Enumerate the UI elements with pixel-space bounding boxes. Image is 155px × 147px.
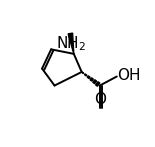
Text: NH$_2$: NH$_2$: [56, 35, 87, 53]
Text: OH: OH: [117, 69, 141, 83]
Polygon shape: [96, 82, 100, 86]
Polygon shape: [68, 33, 74, 54]
Text: O: O: [94, 92, 106, 107]
Polygon shape: [84, 74, 87, 76]
Polygon shape: [87, 76, 90, 78]
Polygon shape: [93, 80, 97, 84]
Polygon shape: [82, 72, 84, 73]
Polygon shape: [90, 78, 93, 81]
